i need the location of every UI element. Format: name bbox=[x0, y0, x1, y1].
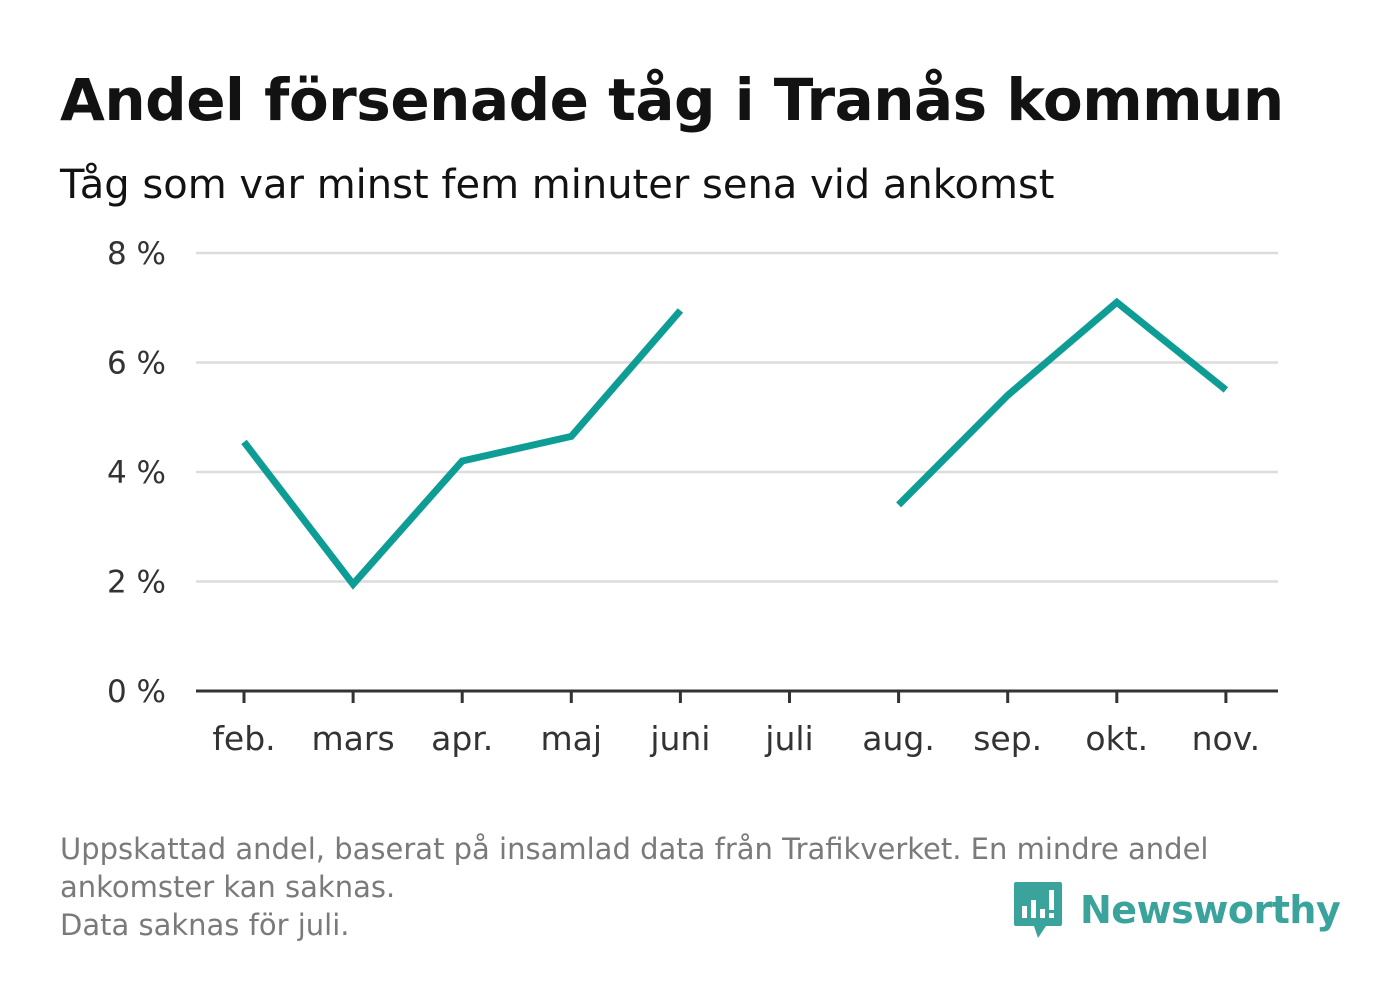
x-tick-label-3: maj bbox=[541, 719, 603, 758]
x-tick-label-8: okt. bbox=[1085, 719, 1148, 758]
y-tick-label-4: 4 % bbox=[107, 455, 166, 491]
x-tick-label-9: nov. bbox=[1192, 719, 1261, 758]
x-tick-label-5: juli bbox=[764, 719, 813, 758]
footnote-line-1: Uppskattad andel, baserat på insamlad da… bbox=[60, 832, 1209, 866]
x-tick-label-2: apr. bbox=[431, 719, 493, 758]
chart-subtitle: Tåg som var minst fem minuter sena vid a… bbox=[60, 162, 1055, 208]
y-tick-label-6: 6 % bbox=[107, 346, 166, 382]
line-chart: 0 % 2 % 4 % 6 % 8 % feb. mars apr. maj juni juli au… bbox=[107, 236, 1278, 758]
footnote-line-3: Data saknas för juli. bbox=[60, 908, 350, 942]
y-tick-label-2: 2 % bbox=[107, 565, 166, 601]
footnote: Uppskattad andel, baserat på insamlad da… bbox=[60, 830, 1320, 944]
logo-text: Newsworthy bbox=[1080, 888, 1341, 932]
x-tick-label-6: aug. bbox=[862, 719, 935, 758]
x-tick-label-7: sep. bbox=[973, 719, 1042, 758]
x-tick-label-1: mars bbox=[312, 719, 395, 758]
x-tick-label-4: juni bbox=[649, 719, 710, 758]
y-tick-label-8: 8 % bbox=[107, 236, 166, 272]
series-line-0-segment-0 bbox=[241, 308, 684, 590]
x-tick-label-0: feb. bbox=[212, 719, 275, 758]
chart-title: Andel försenade tåg i Tranås kommun bbox=[60, 66, 1284, 134]
y-tick-label-0: 0 % bbox=[107, 674, 166, 710]
newsworthy-chart-bubble-icon bbox=[1014, 882, 1062, 938]
newsworthy-logo: Newsworthy bbox=[1012, 880, 1341, 940]
footnote-line-2: ankomster kan saknas. bbox=[60, 870, 396, 904]
series-line-0-segment-1 bbox=[896, 297, 1229, 508]
